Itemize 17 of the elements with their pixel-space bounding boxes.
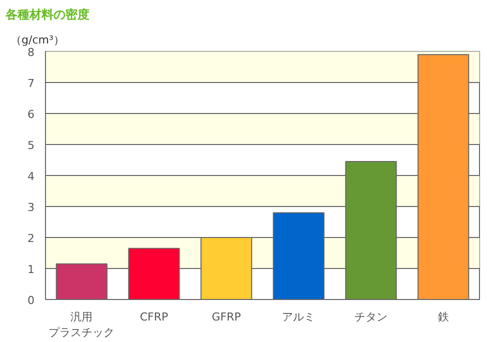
y-tick-label: 5: [28, 139, 34, 152]
y-tick-label: 3: [28, 201, 34, 214]
x-tick-label: 汎用プラスチック: [48, 310, 115, 340]
y-tick-label: 2: [28, 232, 34, 245]
y-tick-label: 0: [28, 294, 34, 307]
y-tick-label: 4: [28, 170, 34, 183]
x-tick-label: GFRP: [212, 310, 242, 324]
y-tick-label: 6: [28, 108, 34, 121]
y-tick-label: 8: [28, 46, 34, 59]
x-tick-label: チタン: [354, 310, 388, 324]
y-tick-label: 7: [28, 77, 34, 90]
chart-title: 各種材料の密度: [4, 8, 90, 22]
x-tick-label: アルミ: [282, 310, 316, 324]
x-tick-label: CFRP: [140, 310, 169, 324]
y-tick-label: 1: [28, 263, 34, 276]
y-axis-title: （g/cm³）: [10, 34, 64, 46]
x-tick-label: 鉄: [438, 310, 449, 324]
